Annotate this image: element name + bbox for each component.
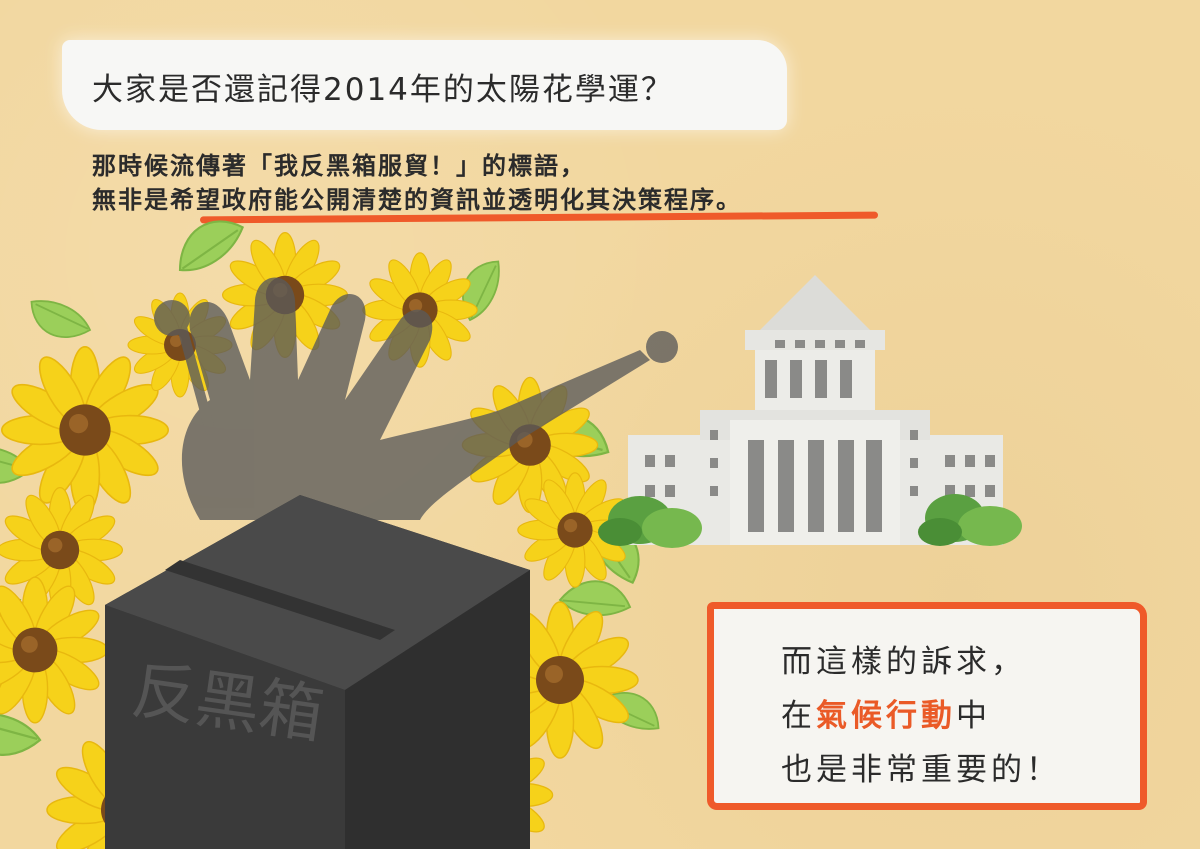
bush-icon: [598, 494, 1022, 548]
parliament-building-icon: [628, 275, 1003, 545]
callout-line-3: 也是非常重要的！: [781, 752, 1061, 788]
title-banner: [62, 40, 787, 130]
shadow-hand-icon: [154, 277, 678, 520]
callout-line-2-prefix: 在: [781, 698, 816, 734]
callout-line-2: 在氣候行動中: [781, 690, 991, 735]
title-question: 大家是否還記得2014年的太陽花學運？: [92, 72, 674, 108]
body-line-demand: 無非是希望政府能公開清楚的資訊並透明化其決策程序。: [92, 180, 742, 215]
body-line-demand-highlight: 希望政府能公開清楚的資訊並透明化其決策程序。: [170, 186, 742, 214]
black-box-icon: 反黑箱: [105, 495, 530, 849]
callout-line-2-suffix: 中: [956, 698, 991, 734]
callout-box: [707, 602, 1147, 810]
body-line-demand-prefix: 無非是: [92, 186, 170, 214]
callout-highlight: 氣候行動: [816, 698, 956, 734]
callout-line-1: 而這樣的訴求，: [781, 644, 1026, 680]
body-line-slogan: 那時候流傳著「我反黑箱服貿！」的標語，: [92, 152, 586, 180]
